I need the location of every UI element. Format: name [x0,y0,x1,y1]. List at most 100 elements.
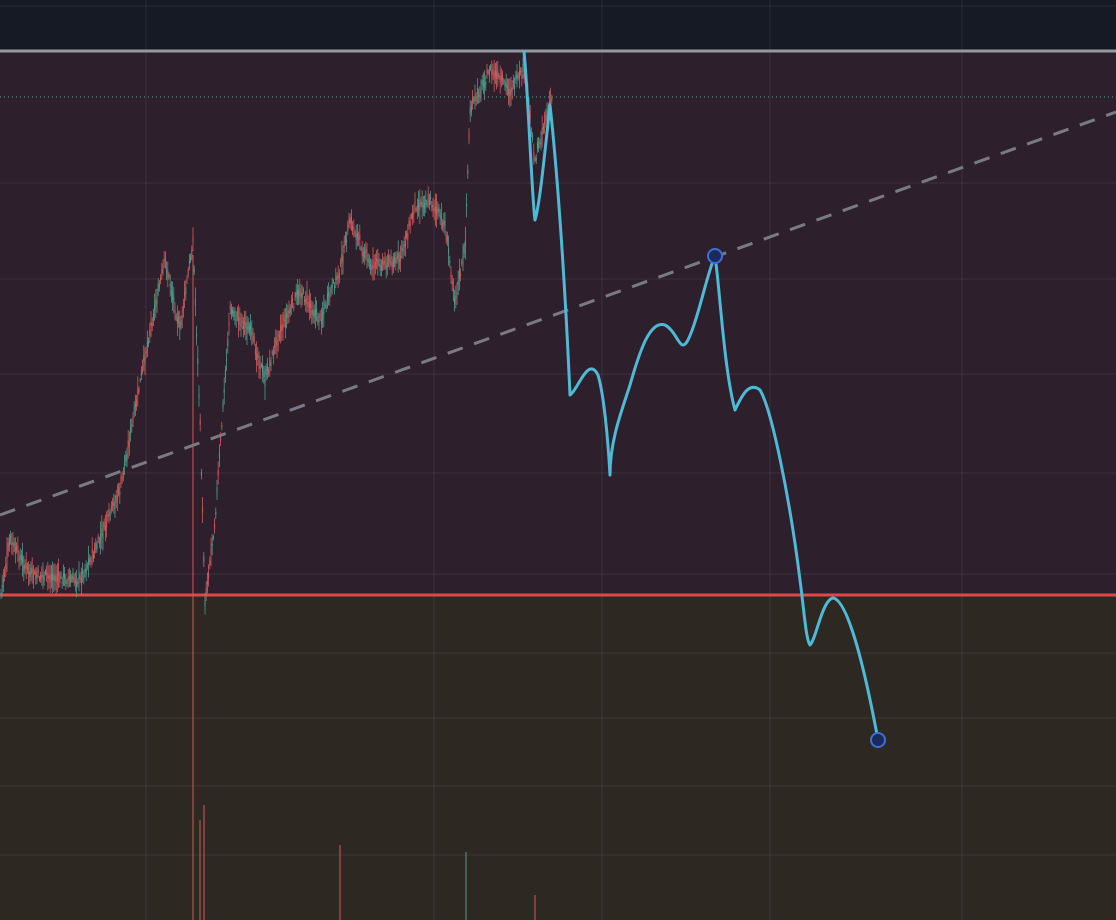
candle-body [277,339,279,342]
candle-body [511,87,513,92]
candle-body [55,575,57,583]
candle-body [396,255,398,260]
candle-body [106,521,108,528]
candle-body [65,579,67,584]
candle-body [4,571,6,577]
candle-body [108,510,110,516]
candle-body [282,322,284,330]
candle-body [480,88,482,93]
candle-body [517,75,519,78]
candle-body [124,463,126,466]
candles [0,57,553,615]
candle-body [223,389,225,393]
candle-body [319,314,321,318]
candle-body [92,553,94,559]
candle-body [542,126,544,131]
candle-body [146,341,148,347]
candle-body [394,256,396,263]
candle-body [58,570,60,576]
candle-body [544,121,546,125]
candle-body [226,358,228,361]
candle-body [193,268,195,272]
candle-body [182,306,184,310]
candle-body [535,157,537,161]
candle-body [533,152,535,156]
candle-body [337,275,339,278]
candle-body [173,296,175,304]
anchor-handle[interactable] [870,732,886,748]
candle-body [238,317,240,325]
candle-body [1,584,3,588]
candle-body [439,215,441,219]
candle-body [133,406,135,413]
candle-body [510,88,512,95]
candle-body [286,313,288,318]
candle-body [98,541,100,544]
candle-body [457,280,459,285]
candle-body [214,523,216,529]
candle-body [397,253,399,260]
anchor-handle[interactable] [707,248,723,264]
candle-body [151,322,153,327]
candle-body [390,256,392,260]
candle-body [95,543,97,549]
candle-body [380,265,382,271]
candle-body [372,260,374,268]
candle-body [203,556,205,563]
candle-body [127,440,129,448]
candle-body [353,227,355,230]
candle-body [155,300,157,307]
candle-body [178,316,180,323]
candle-body [464,239,466,247]
candle-body [206,581,208,585]
candle-body [104,525,106,530]
candle-body [448,247,450,254]
candle-body [52,573,54,581]
candle-body [367,257,369,263]
candle-body [412,211,414,219]
candle-body [478,94,480,98]
candle-body [211,543,213,546]
candle-body [503,80,505,83]
candle-body [257,354,259,359]
candle-body [241,320,243,324]
candle-body [240,322,242,327]
candle-body [220,436,222,442]
candle-body [113,501,115,507]
candle-body [310,303,312,309]
candle-body [470,105,472,113]
candle-body [18,557,20,563]
candle-body [331,283,333,289]
candle-body [53,574,55,581]
candle-body [46,572,48,575]
candle-body [455,295,457,299]
candle-body [408,220,410,226]
candle-body [451,281,453,285]
candle-body [436,207,438,215]
candle-body [148,340,150,344]
candle-body [474,95,476,99]
candle-body [260,364,262,367]
candle-body [64,573,66,580]
candle-body [356,233,358,238]
candle-body [122,473,124,476]
candle-body [180,319,182,326]
candle-body [194,298,196,306]
candle-body [404,241,406,247]
candle-body [230,307,232,316]
candle-body [144,357,146,365]
candle-body [312,309,314,316]
candle-body [488,71,490,78]
candle-body [377,259,379,265]
candle-body [232,310,234,314]
candle-body [88,558,90,565]
candle-body [378,258,380,262]
candle-body [71,576,73,581]
candle-body [486,67,488,75]
candle-body [116,495,118,501]
trend-line [0,110,1116,517]
candle-body [407,232,409,240]
candle-body [101,528,103,536]
candle-body [322,311,324,319]
candle-body [66,581,68,584]
